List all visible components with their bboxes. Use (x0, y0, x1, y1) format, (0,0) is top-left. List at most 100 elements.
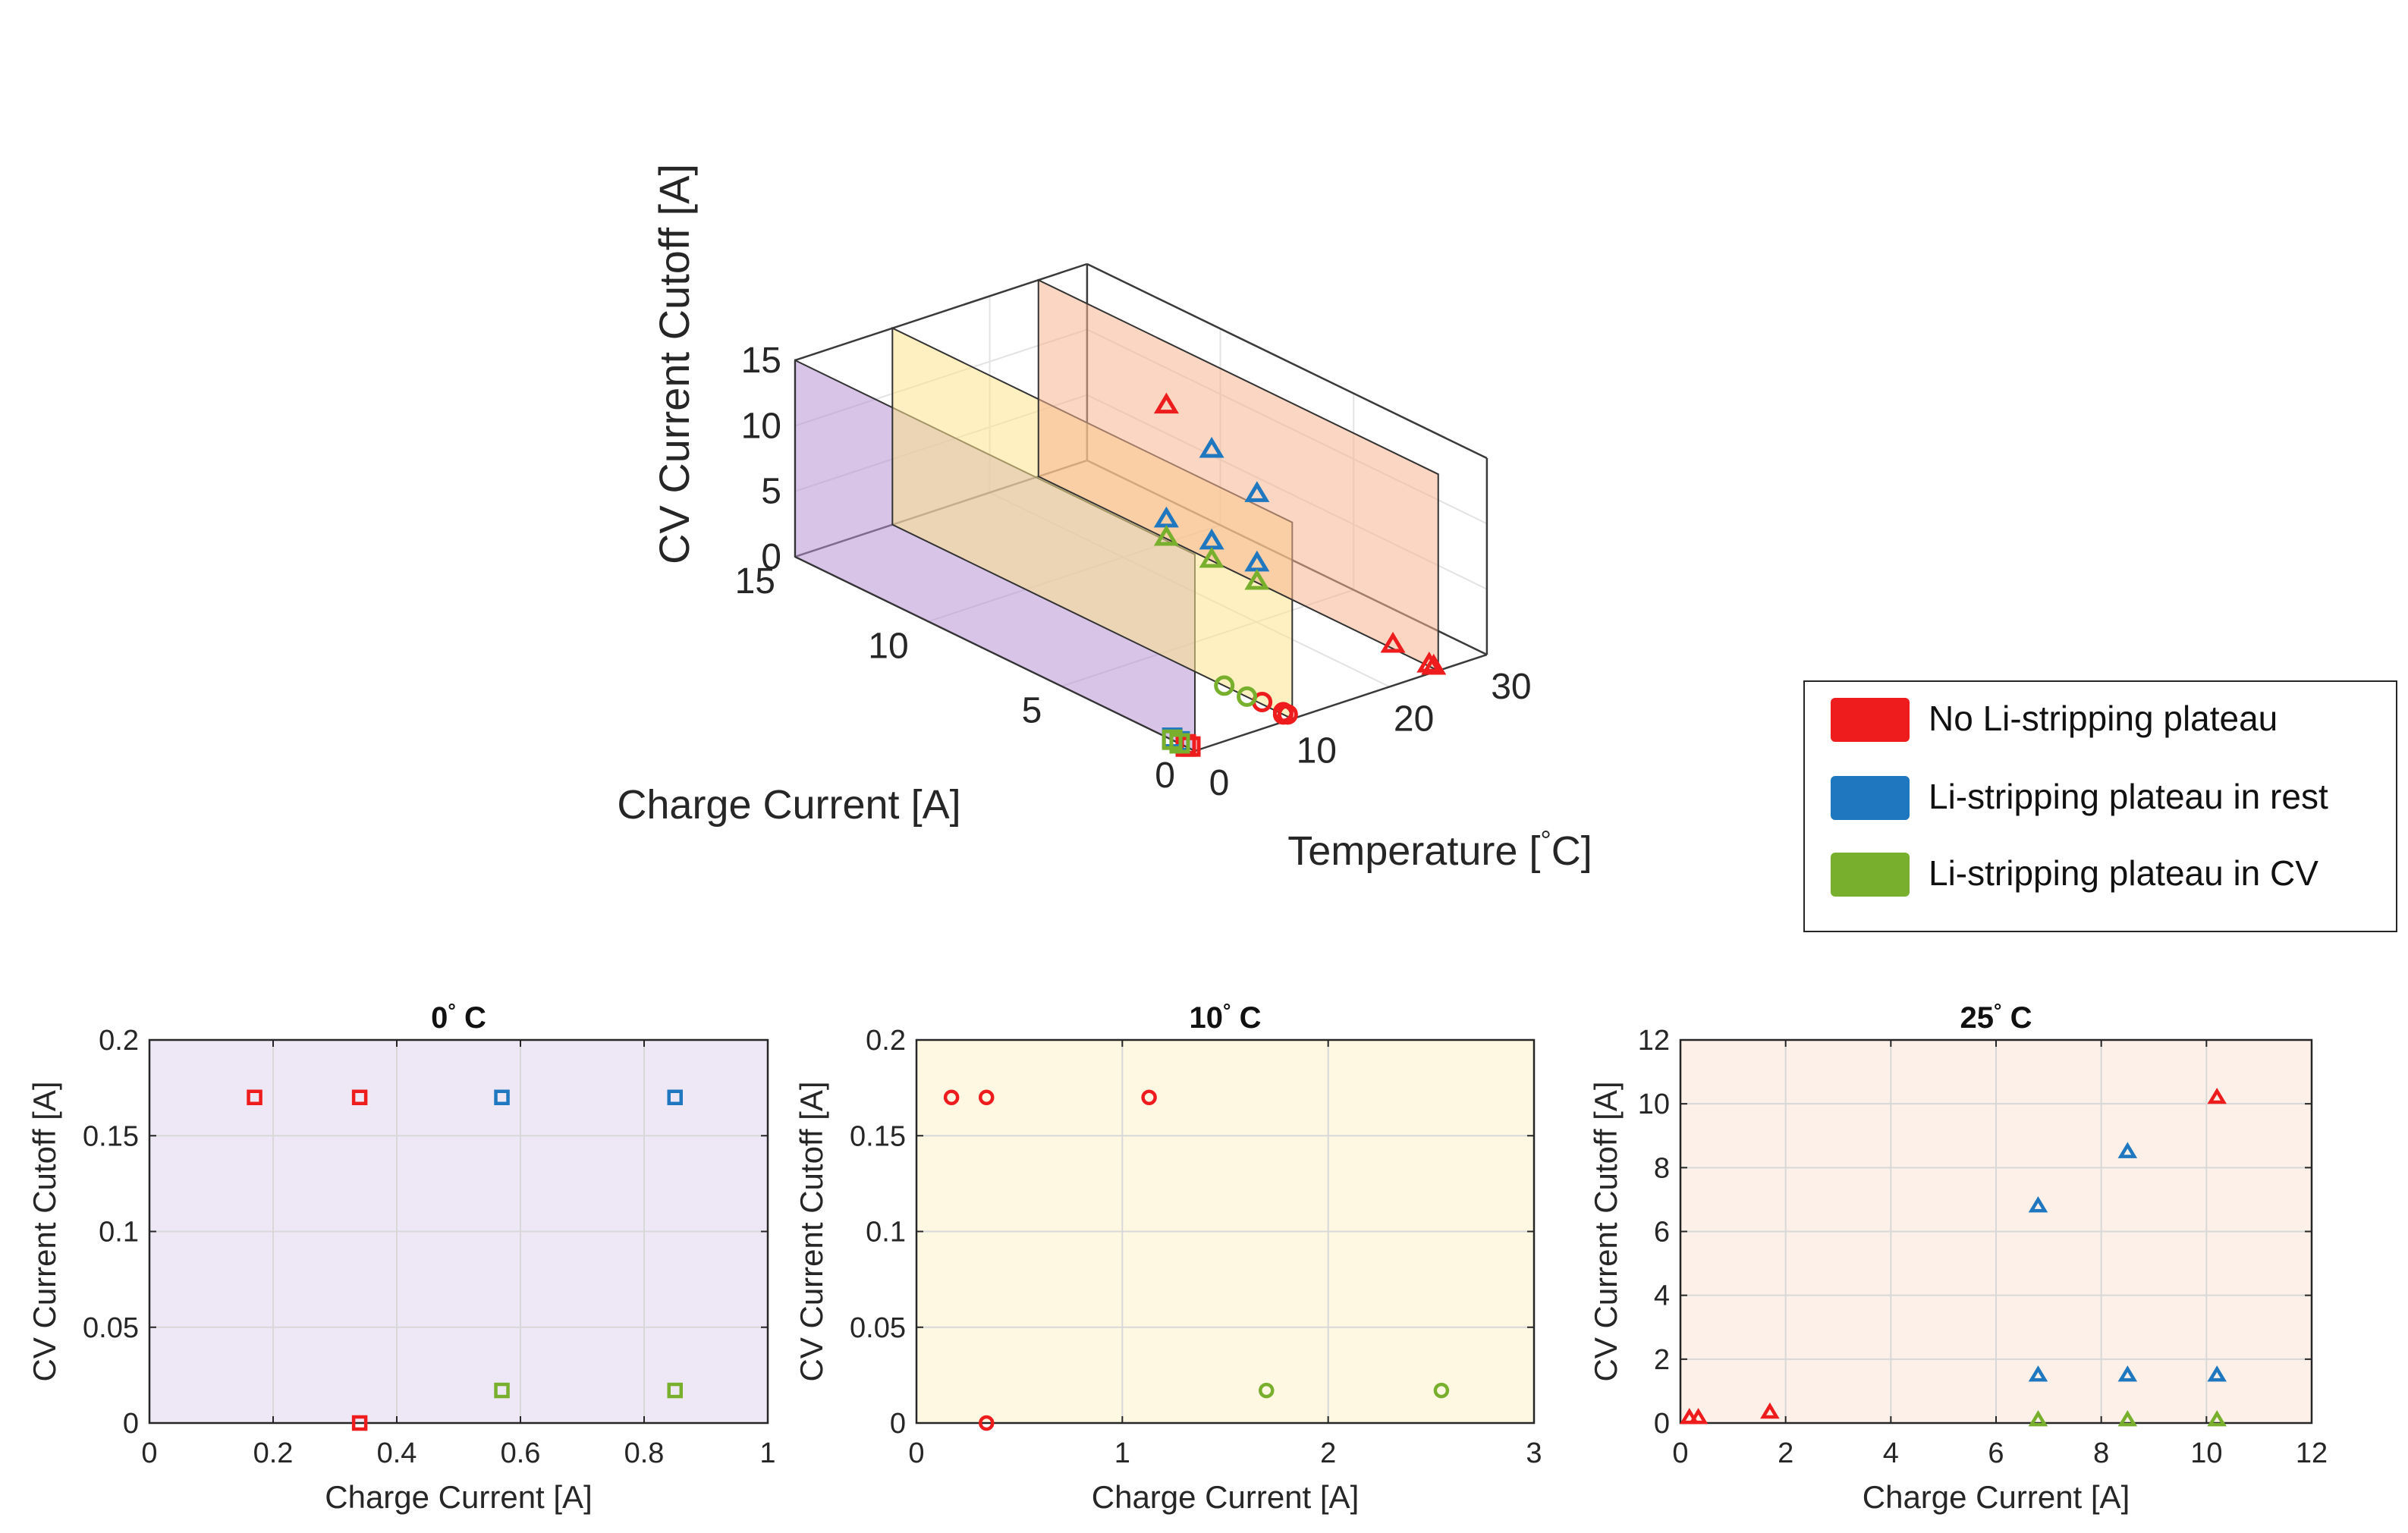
point-1 (351, 1089, 368, 1105)
legend-swatch-green (1831, 853, 1910, 897)
ytick-label: 12 (1638, 1025, 1670, 1057)
ytick-label: 10 (1638, 1088, 1670, 1120)
point-6 (667, 1382, 683, 1399)
point-10 (2117, 1410, 2138, 1427)
ytick-label: 6 (1654, 1217, 1670, 1249)
point3d-17 (1244, 481, 1270, 502)
ztick-label: 15 (741, 341, 781, 381)
point-0 (943, 1089, 960, 1105)
chart-title: 0° C (431, 999, 486, 1035)
xtick-label: 0.6 (501, 1437, 541, 1469)
point-4 (2028, 1196, 2048, 1213)
point3d-12 (1214, 675, 1235, 696)
point-8 (2207, 1365, 2227, 1382)
chart-title-unit: C (456, 1001, 486, 1035)
ztick-label: 5 (761, 472, 781, 512)
ytick-label: 0 (123, 1408, 139, 1440)
chart-3d-points (1153, 392, 1447, 757)
ytick-label: 5 (1022, 691, 1042, 731)
legend-entry-green: Li-stripping plateau in CV (1831, 853, 2318, 897)
xtick-label: 30 (1491, 667, 1531, 707)
chart-0c: 0 0.2 0.4 0.6 0.8 1 0 0.05 0.1 0.15 0.2 Charge Curr… (27, 999, 776, 1515)
ytick-label: 4 (1654, 1280, 1670, 1312)
point-3 (979, 1415, 995, 1431)
point-3 (2207, 1087, 2227, 1104)
ytick-label: 2 (1654, 1344, 1670, 1376)
point3d-11 (1237, 686, 1258, 707)
point-5 (1433, 1382, 1450, 1399)
ytick-label: 0.05 (850, 1312, 906, 1344)
xtick-label: 0 (1672, 1437, 1688, 1469)
xtick-label: 0.2 (253, 1437, 294, 1469)
point-7 (2117, 1365, 2138, 1382)
ytick-label: 0 (1155, 756, 1175, 796)
point3d-16 (1153, 392, 1179, 414)
xtick-label: 0 (1209, 763, 1230, 803)
xlabel: Charge Current [A] (325, 1479, 593, 1515)
ytick-label: 0.1 (866, 1217, 906, 1249)
point-4 (1259, 1382, 1275, 1399)
chart-title-unit: C (1231, 1001, 1261, 1035)
ylabel: CV Current Cutoff [A] (794, 1081, 829, 1381)
legend-label-blue: Li-stripping plateau in rest (1929, 777, 2328, 816)
chart-3d-zlabel: CV Current Cutoff [A] (650, 164, 698, 564)
legend-label-red: No Li-stripping plateau (1929, 699, 2278, 738)
plane-25c (1037, 278, 1439, 672)
point-2 (1141, 1089, 1157, 1105)
xtick-label: 4 (1883, 1437, 1899, 1469)
ytick-label: 0.2 (99, 1025, 139, 1057)
ytick-label: 0.2 (866, 1025, 906, 1057)
xtick-label: 0 (908, 1437, 924, 1469)
chart-3d-planes (794, 278, 1439, 752)
ytick-label: 0 (1654, 1408, 1670, 1440)
xtick-label: 2 (1778, 1437, 1793, 1469)
ytick-label: 0.15 (850, 1120, 906, 1152)
xtick-label: 12 (2296, 1437, 2328, 1469)
point-0 (1680, 1408, 1699, 1425)
box-edge (1086, 262, 1488, 460)
point-9 (2028, 1410, 2048, 1427)
ytick-label: 10 (868, 626, 908, 666)
ytick-label: 0.15 (83, 1120, 139, 1152)
point-2 (351, 1415, 368, 1431)
ytick-label: 0.05 (83, 1312, 139, 1344)
chart-25c: 0 2 4 6 8 10 12 0 2 4 6 8 10 12 Charge Current [A] CV C… (1588, 999, 2328, 1515)
point3d-14 (1416, 652, 1442, 673)
ylabel: CV Current Cutoff [A] (27, 1081, 62, 1381)
xtick-label: 10 (2190, 1437, 2222, 1469)
legend: No Li-stripping plateau Li-stripping pla… (1803, 680, 2397, 932)
xtick-label: 8 (2093, 1437, 2109, 1469)
point-1 (1688, 1408, 1709, 1425)
ztick-label: 0 (761, 537, 781, 577)
chart-title-value: 10 (1190, 1001, 1224, 1035)
xtick-label: 0 (141, 1437, 157, 1469)
xtick-label: 1 (1114, 1437, 1130, 1469)
chart-title-deg: ° (1223, 999, 1231, 1022)
xtick-label: 20 (1394, 699, 1434, 739)
legend-entry-blue: Li-stripping plateau in rest (1831, 776, 2328, 820)
point3d-23 (1199, 546, 1224, 568)
point-2 (1760, 1402, 1780, 1419)
chart-title-deg: ° (448, 999, 455, 1022)
chart-title: 10° C (1190, 999, 1262, 1035)
point3d-6 (1162, 729, 1183, 750)
point3d-10 (1272, 704, 1294, 725)
point-0 (247, 1089, 262, 1105)
chart-title-unit: C (2001, 1001, 2032, 1035)
chart-title-value: 0 (431, 1001, 448, 1035)
point-1 (979, 1089, 995, 1105)
ytick-label: 0 (890, 1408, 906, 1440)
point-6 (2028, 1365, 2048, 1382)
xlabel: Charge Current [A] (1863, 1479, 2130, 1515)
point3d-13 (1421, 653, 1447, 675)
chart-3d-xlabel-deg: ° (1540, 825, 1551, 856)
legend-swatch-blue (1831, 776, 1910, 820)
point3d-18 (1199, 436, 1224, 458)
chart-title-deg: ° (1994, 999, 2001, 1022)
point-5 (2117, 1142, 2138, 1158)
xlabel: Charge Current [A] (1092, 1479, 1360, 1515)
legend-swatch-red (1831, 698, 1910, 742)
